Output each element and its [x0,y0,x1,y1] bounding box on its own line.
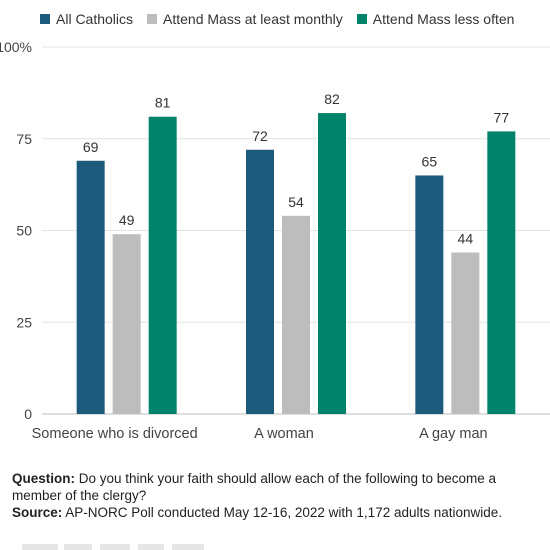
bar [148,116,177,414]
question-note: Question: Do you think your faith should… [12,470,540,504]
y-tick-label: 25 [16,314,32,330]
bar [487,131,516,414]
bar [318,113,346,414]
cropped-logo-strip [0,532,550,550]
legend-item: Attend Mass less often [356,11,515,27]
data-label: 77 [494,109,510,125]
chart-legend: All Catholics Attend Mass at least monthl… [40,8,540,30]
data-label: 69 [83,139,99,155]
data-label: 54 [288,194,304,210]
source-text: AP-NORC Poll conducted May 12-16, 2022 w… [65,505,503,520]
legend-swatch [147,14,158,24]
bar [112,234,141,414]
x-category-label: Someone who is divorced [32,426,198,442]
data-label: 65 [422,153,438,169]
legend-label: Attend Mass at least monthly [163,11,343,27]
bar [451,252,480,414]
data-label: 49 [119,212,135,228]
legend-label: All Catholics [56,11,134,27]
source-label: Source: [12,505,63,520]
y-tick-label: 75 [16,131,32,147]
data-label: 72 [252,128,268,144]
bar [415,175,444,414]
legend-item: Attend Mass at least monthly [147,11,343,27]
source-note: Source: AP-NORC Poll conducted May 12-16… [12,504,540,521]
legend-swatch [356,14,367,24]
y-tick-label: 100% [0,39,32,55]
bar-chart: 0 25 50 75 100% 69 49 81 Someone who is divorced… [0,39,550,442]
y-tick-label: 50 [16,223,32,239]
bar [246,149,274,414]
bar [76,160,105,414]
x-category-label: A gay man [419,426,488,442]
data-label: 81 [155,95,171,111]
data-label: 44 [458,231,474,247]
y-tick-label: 0 [24,406,32,422]
footnote: Question: Do you think your faith should… [12,470,540,521]
x-category-label: A woman [254,426,314,442]
question-text: Do you think your faith should allow eac… [12,471,497,503]
legend-label: Attend Mass less often [372,11,515,27]
legend-item: All Catholics [40,11,133,27]
question-label: Question: [12,471,75,486]
bar [282,215,310,414]
data-label: 82 [324,91,340,107]
legend-swatch [40,14,50,24]
